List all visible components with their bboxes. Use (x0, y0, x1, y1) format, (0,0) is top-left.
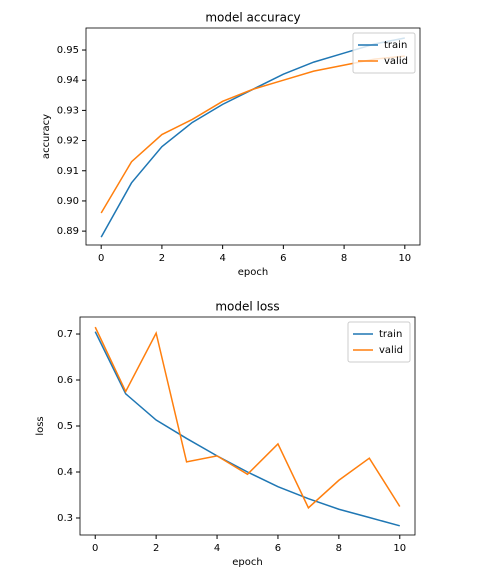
axes-frame (79, 316, 416, 536)
x-tick-label: 4 (219, 253, 225, 264)
x-tick-label: 8 (341, 253, 347, 264)
x-tick-label: 10 (393, 543, 406, 554)
y-tick-label: 0.4 (57, 467, 73, 478)
y-tick-label: 0.91 (57, 166, 79, 177)
y-tick-label: 0.89 (57, 226, 79, 237)
y-tick-label: 0.92 (57, 136, 79, 147)
x-tick-label: 6 (280, 253, 286, 264)
x-tick-label: 2 (153, 543, 159, 554)
chart-title: model accuracy (205, 11, 300, 25)
y-axis-label: accuracy (41, 114, 52, 159)
x-tick-label: 8 (336, 543, 342, 554)
y-tick-label: 0.7 (57, 329, 73, 340)
x-tick-label: 10 (398, 253, 411, 264)
series-line (100, 55, 405, 214)
x-tick-label: 0 (92, 543, 98, 554)
y-tick-label: 0.3 (57, 513, 73, 524)
y-axis-label: loss (35, 416, 46, 435)
legend-label: train (384, 40, 407, 51)
axes-frame (85, 27, 421, 246)
legend-label: train (379, 329, 402, 340)
legend-box (347, 321, 411, 363)
y-tick-label: 0.94 (57, 75, 79, 86)
y-tick-label: 0.93 (57, 105, 79, 116)
legend-label: valid (379, 345, 403, 356)
x-tick-label: 0 (98, 253, 104, 264)
x-axis-label: epoch (232, 557, 262, 568)
x-tick-label: 4 (214, 543, 220, 554)
legend-label: valid (384, 56, 408, 67)
series-line (94, 326, 401, 510)
chart-title: model loss (215, 300, 279, 314)
series-line (94, 331, 400, 527)
y-tick-label: 0.6 (57, 375, 73, 386)
y-tick-label: 0.90 (57, 196, 79, 207)
x-axis-label: epoch (238, 267, 268, 278)
legend-box (352, 32, 416, 74)
y-tick-label: 0.5 (57, 421, 73, 432)
y-tick-label: 0.95 (57, 45, 79, 56)
x-tick-label: 2 (159, 253, 165, 264)
x-tick-label: 6 (275, 543, 281, 554)
